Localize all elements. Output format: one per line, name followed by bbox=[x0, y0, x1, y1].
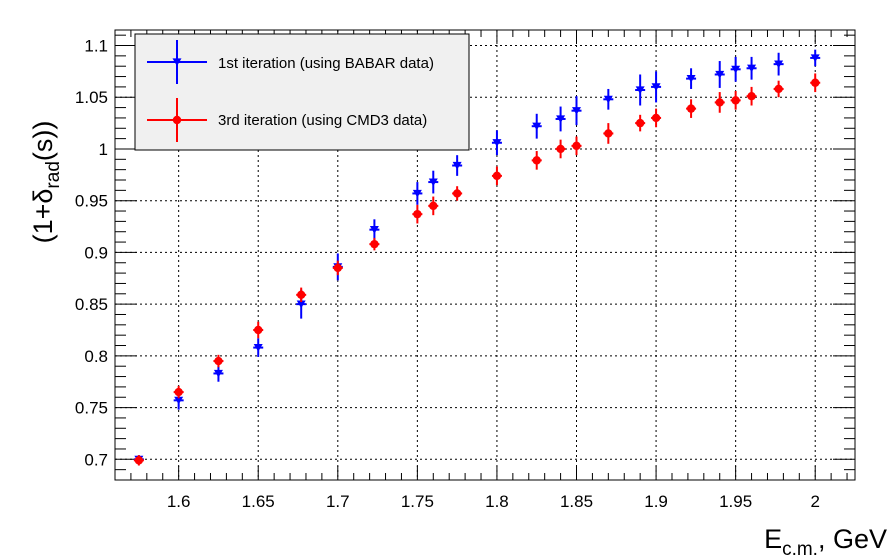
legend-symbol-cmd3 bbox=[147, 98, 207, 142]
data-point-cmd3 bbox=[134, 456, 144, 465]
data-point-cmd3 bbox=[651, 113, 661, 123]
x-tick-label: 1.75 bbox=[401, 492, 434, 511]
data-point-babar bbox=[774, 60, 784, 69]
x-tick-label: 1.8 bbox=[485, 492, 509, 511]
y-tick-label: 1.1 bbox=[84, 37, 108, 56]
data-point-cmd3 bbox=[715, 98, 724, 107]
x-tick-label: 1.65 bbox=[242, 492, 275, 511]
data-point-babar bbox=[296, 300, 306, 309]
data-point-cmd3 bbox=[747, 92, 756, 101]
data-point-babar bbox=[572, 107, 582, 115]
data-point-cmd3 bbox=[556, 144, 565, 154]
plot-frame bbox=[114, 29, 856, 481]
data-point-cmd3 bbox=[532, 156, 541, 165]
data-point-cmd3 bbox=[731, 96, 740, 105]
data-point-babar bbox=[174, 396, 184, 405]
data-point-cmd3 bbox=[635, 118, 645, 128]
x-tick-label: 1.6 bbox=[167, 492, 191, 511]
data-point-cmd3 bbox=[774, 84, 783, 94]
y-tick-label: 0.9 bbox=[84, 243, 108, 262]
legend-box bbox=[134, 33, 470, 151]
x-tick-label: 1.85 bbox=[560, 492, 593, 511]
y-tick-label: 0.7 bbox=[84, 450, 108, 469]
data-point-babar bbox=[651, 83, 661, 91]
y-tick-label: 1 bbox=[99, 140, 108, 159]
series-babar bbox=[133, 49, 821, 464]
data-point-babar bbox=[635, 86, 645, 95]
data-point-cmd3 bbox=[686, 104, 696, 113]
y-axis-title: (1+δrad(s)) bbox=[28, 121, 64, 244]
legend-label-babar: 1st iteration (using BABAR data) bbox=[218, 55, 434, 72]
x-tick-label: 1.7 bbox=[326, 492, 350, 511]
data-point-cmd3 bbox=[254, 325, 263, 335]
data-point-cmd3 bbox=[214, 356, 223, 366]
data-point-cmd3 bbox=[370, 239, 379, 249]
x-tick-label: 1.9 bbox=[644, 492, 668, 511]
data-point-babar bbox=[492, 139, 502, 147]
y-tick-label: 0.95 bbox=[75, 192, 108, 211]
data-point-cmd3 bbox=[492, 171, 502, 181]
x-tick-labels: 1.6 1.65 1.7 1.75 1.8 1.85 1.9 1.95 2 bbox=[167, 492, 820, 511]
x-tick-label: 2 bbox=[810, 492, 819, 511]
data-point-cmd3 bbox=[572, 141, 581, 151]
y-tick-label: 0.85 bbox=[75, 295, 108, 314]
data-point-cmd3 bbox=[811, 78, 820, 87]
data-point-babar bbox=[731, 65, 741, 74]
data-point-cmd3 bbox=[452, 189, 462, 198]
legend-label-cmd3: 3rd iteration (using CMD3 data) bbox=[218, 112, 427, 129]
data-point-cmd3 bbox=[604, 129, 613, 138]
data-point-babar bbox=[747, 64, 757, 73]
data-point-cmd3 bbox=[296, 290, 306, 300]
data-point-babar bbox=[556, 115, 566, 124]
x-axis-title: Ec.m., GeV bbox=[764, 524, 887, 556]
data-point-babar bbox=[715, 70, 725, 79]
data-point-cmd3 bbox=[429, 201, 438, 211]
y-tick-label: 0.75 bbox=[75, 399, 108, 418]
legend-marker bbox=[172, 115, 182, 125]
data-point-babar bbox=[369, 226, 379, 234]
series-cmd3 bbox=[133, 73, 821, 466]
data-point-babar bbox=[603, 95, 613, 104]
y-tick-label: 0.8 bbox=[84, 347, 108, 366]
legend-marker bbox=[172, 58, 182, 67]
y-tick-labels: 0.7 0.75 0.8 0.85 0.9 0.95 1 1.05 1.1 bbox=[75, 37, 108, 470]
y-tick-label: 1.05 bbox=[75, 88, 108, 107]
data-point-babar bbox=[428, 178, 438, 187]
data-point-cmd3 bbox=[413, 209, 422, 219]
data-point-babar bbox=[686, 75, 696, 83]
data-point-babar bbox=[412, 189, 422, 198]
data-point-babar bbox=[532, 122, 542, 131]
data-point-babar bbox=[810, 54, 820, 62]
data-point-babar bbox=[213, 369, 223, 378]
legend: 1st iteration (using BABAR data) 3rd ite… bbox=[134, 33, 470, 151]
data-point-babar bbox=[253, 343, 263, 352]
data-point-babar bbox=[452, 161, 462, 170]
x-tick-label: 1.95 bbox=[719, 492, 752, 511]
data-marks bbox=[133, 49, 821, 466]
data-point-cmd3 bbox=[174, 387, 183, 397]
legend-symbol-babar bbox=[147, 40, 207, 84]
data-point-cmd3 bbox=[333, 263, 342, 273]
